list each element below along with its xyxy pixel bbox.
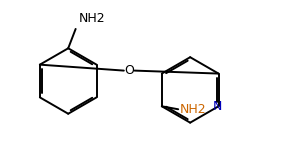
Text: N: N: [212, 100, 222, 113]
Text: NH2: NH2: [180, 103, 206, 116]
Text: NH2: NH2: [78, 12, 105, 25]
Text: O: O: [124, 64, 134, 77]
